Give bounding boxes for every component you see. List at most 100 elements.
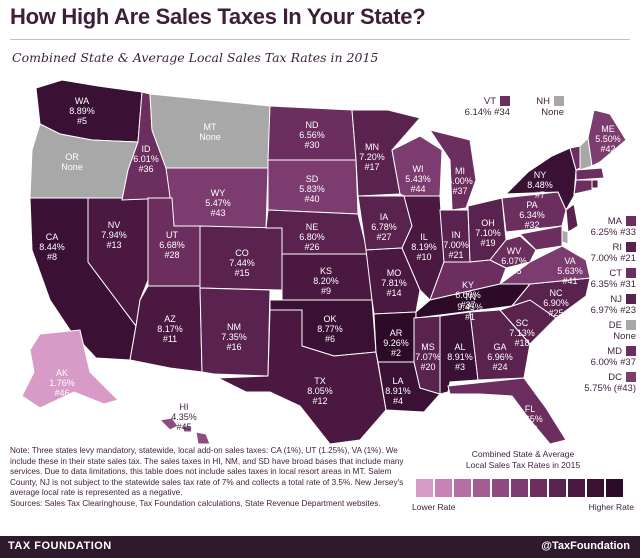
state-labels: WA8.89%#5ORNoneCA8.44%#8NV7.94%#13ID6.01… bbox=[39, 96, 621, 434]
state-label-il-abbr: IL bbox=[420, 232, 428, 242]
label-vt: VT 6.14% #34 bbox=[430, 96, 510, 118]
state-shape-ct[interactable] bbox=[573, 179, 593, 195]
ma-rate: 6.25% bbox=[590, 227, 618, 238]
state-shape-ak[interactable] bbox=[21, 329, 119, 409]
ri-abbr: RI bbox=[612, 242, 623, 253]
state-shape-pa[interactable] bbox=[501, 191, 567, 233]
state-shape-fl[interactable] bbox=[447, 377, 567, 444]
state-label-nv-abbr: NV bbox=[108, 220, 121, 230]
state-shape-tx[interactable] bbox=[217, 309, 387, 444]
state-label-wy-abbr: WY bbox=[211, 188, 226, 198]
state-label-fl-rank: #29 bbox=[522, 424, 537, 434]
state-label-wy-rank: #43 bbox=[210, 208, 225, 218]
state-label-in-rate: 7.00% bbox=[443, 240, 469, 250]
state-label-nd-rank: #30 bbox=[304, 140, 319, 150]
state-label-ut-abbr: UT bbox=[166, 230, 178, 240]
state-shape-ms[interactable] bbox=[413, 315, 441, 395]
legend-swatch-7 bbox=[530, 479, 547, 497]
state-label-ok-abbr: OK bbox=[323, 314, 336, 324]
state-label-me-rate: 5.50% bbox=[595, 134, 621, 144]
state-label-sc-rank: #18 bbox=[514, 338, 529, 348]
state-label-co-rate: 7.44% bbox=[229, 258, 255, 268]
md-swatch bbox=[626, 346, 636, 357]
state-label-mo-abbr: MO bbox=[387, 268, 402, 278]
state-label-ia-abbr: IA bbox=[380, 212, 389, 222]
state-shape-il[interactable] bbox=[401, 195, 445, 301]
state-label-ky-rank: #37 bbox=[460, 300, 475, 310]
state-label-co-abbr: CO bbox=[235, 248, 249, 258]
legend-swatch-5 bbox=[492, 479, 509, 497]
state-label-pa-rate: 6.34% bbox=[519, 210, 545, 220]
legend-swatch-2 bbox=[435, 479, 452, 497]
state-label-ga-rank: #24 bbox=[492, 362, 507, 372]
vt-abbr: VT bbox=[483, 96, 496, 107]
ri-rate: 7.00% bbox=[590, 253, 618, 264]
legend-title-line2: Local Sales Tax Rates in 2015 bbox=[465, 460, 581, 470]
footnote-note: Note: Three states levy mandatory, state… bbox=[10, 446, 404, 498]
state-label-wa-rank: #5 bbox=[77, 116, 87, 126]
state-shape-mi[interactable] bbox=[428, 129, 477, 211]
label-nj: NJ 6.97% #23 bbox=[556, 294, 636, 316]
state-label-mi-rank: #37 bbox=[452, 186, 467, 196]
de-abbr: DE bbox=[608, 320, 622, 331]
footer-org[interactable]: TAX FOUNDATION bbox=[8, 540, 112, 552]
state-label-la-abbr: LA bbox=[392, 376, 403, 386]
state-label-wi-rate: 5.43% bbox=[405, 174, 431, 184]
page-subtitle: Combined State & Average Local Sales Tax… bbox=[12, 50, 379, 65]
state-label-nc-rank: #25 bbox=[548, 308, 563, 318]
footer-handle[interactable]: @TaxFoundation bbox=[541, 540, 630, 552]
state-label-ky-abbr: KY bbox=[462, 280, 474, 290]
state-shape-nm[interactable] bbox=[199, 287, 271, 377]
ct-rate: 6.35% bbox=[590, 279, 618, 290]
legend-swatch-8 bbox=[549, 479, 566, 497]
nj-swatch bbox=[626, 294, 636, 305]
state-label-ok-rate: 8.77% bbox=[317, 324, 343, 334]
state-label-ar-rank: #2 bbox=[391, 348, 401, 358]
state-shape-az[interactable] bbox=[129, 285, 203, 373]
state-label-ky-rate: 6.00% bbox=[455, 290, 481, 300]
state-label-in-rank: #21 bbox=[448, 250, 463, 260]
state-label-sd-rank: #40 bbox=[304, 194, 319, 204]
title-divider bbox=[10, 39, 630, 40]
dc-swatch bbox=[626, 372, 636, 383]
state-label-nm-rank: #16 bbox=[226, 342, 241, 352]
state-label-tn-rank: #1 bbox=[465, 312, 475, 322]
state-label-la-rank: #4 bbox=[393, 396, 403, 406]
state-label-wv-rank: #35 bbox=[506, 266, 521, 276]
ri-swatch bbox=[626, 242, 636, 253]
de-swatch bbox=[626, 320, 636, 331]
legend-high-label: Higher Rate bbox=[588, 502, 634, 512]
state-label-me-abbr: ME bbox=[601, 124, 615, 134]
state-label-ms-rate: 7.07% bbox=[415, 352, 441, 362]
md-abbr: MD bbox=[607, 346, 622, 357]
state-label-va-rank: #41 bbox=[562, 276, 577, 286]
state-label-wv-abbr: WV bbox=[507, 246, 522, 256]
state-shape-md[interactable] bbox=[518, 225, 563, 251]
state-label-pa-abbr: PA bbox=[526, 200, 537, 210]
state-label-ms-abbr: MS bbox=[421, 342, 435, 352]
state-label-va-abbr: VA bbox=[564, 256, 575, 266]
state-shape-ma[interactable] bbox=[575, 167, 605, 181]
state-shape-ri[interactable] bbox=[591, 179, 599, 189]
legend-swatch-1 bbox=[416, 479, 433, 497]
state-label-oh-abbr: OH bbox=[481, 218, 495, 228]
state-shape-nj[interactable] bbox=[565, 203, 579, 233]
state-shape-hi[interactable] bbox=[158, 417, 211, 444]
state-shape-me[interactable] bbox=[587, 109, 627, 167]
state-label-wa-abbr: WA bbox=[75, 96, 89, 106]
state-label-me-rank: #42 bbox=[600, 144, 615, 154]
ct-abbr: CT bbox=[609, 268, 622, 279]
vt-swatch bbox=[500, 96, 510, 107]
footnote: Note: Three states levy mandatory, state… bbox=[10, 446, 410, 510]
state-label-ks-rate: 8.20% bbox=[313, 276, 339, 286]
state-label-ny-rank: #7 bbox=[535, 190, 545, 200]
state-label-tn-rate: 9.45% bbox=[457, 302, 483, 312]
label-ma: MA 6.25% #33 bbox=[556, 216, 636, 238]
state-label-sd-abbr: SD bbox=[306, 174, 319, 184]
nj-abbr: NJ bbox=[610, 294, 622, 305]
state-label-ar-abbr: AR bbox=[390, 328, 403, 338]
state-label-hi-abbr: HI bbox=[180, 402, 189, 412]
state-label-nm-abbr: NM bbox=[227, 322, 241, 332]
state-label-mt-abbr: MT bbox=[204, 122, 217, 132]
state-label-tx-rank: #12 bbox=[312, 396, 327, 406]
